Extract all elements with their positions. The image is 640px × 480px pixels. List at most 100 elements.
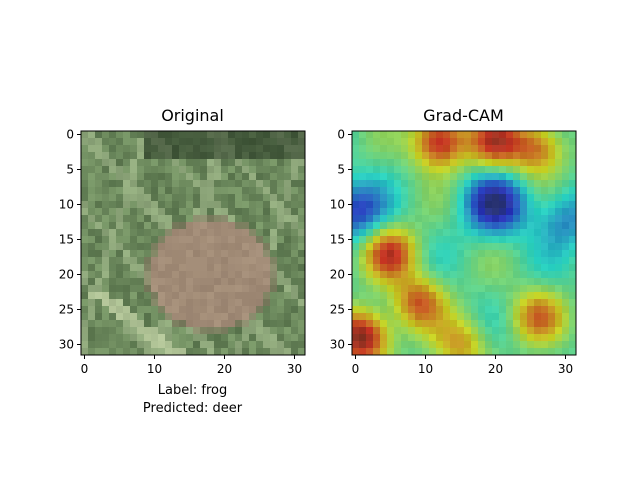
original-pixel [256, 257, 264, 265]
heatmap-cell [387, 180, 395, 188]
heatmap-cell [359, 145, 367, 153]
heatmap-cell [457, 306, 465, 314]
heatmap-cell [443, 131, 451, 139]
original-pixel [130, 264, 138, 272]
heatmap-cell [485, 243, 493, 251]
original-pixel [235, 320, 243, 328]
heatmap-cell [394, 131, 402, 139]
original-pixel [221, 299, 229, 307]
heatmap-cell [394, 271, 402, 279]
original-pixel [95, 173, 103, 181]
heatmap-cell [478, 194, 486, 202]
original-pixel [291, 180, 299, 188]
heatmap-cell [506, 250, 514, 258]
heatmap-cell [394, 320, 402, 328]
heatmap-cell [415, 152, 423, 160]
original-pixel [291, 166, 299, 174]
heatmap-cell [380, 243, 388, 251]
original-pixel [81, 348, 89, 356]
heatmap-cell [359, 152, 367, 160]
original-pixel [277, 306, 285, 314]
original-pixel [207, 327, 215, 335]
original-pixel [130, 250, 138, 258]
heatmap-cell [429, 341, 437, 349]
original-pixel [165, 271, 173, 279]
original-pixel [172, 257, 180, 265]
heatmap-cell [401, 159, 409, 167]
heatmap-cell [415, 341, 423, 349]
heatmap-cell [436, 341, 444, 349]
heatmap-cell [394, 159, 402, 167]
original-pixel [130, 341, 138, 349]
heatmap-cell [506, 166, 514, 174]
original-pixel [186, 313, 194, 321]
original-xtick-label: 10 [147, 362, 162, 376]
heatmap-cell [394, 250, 402, 258]
heatmap-cell [569, 271, 577, 279]
heatmap-cell [359, 341, 367, 349]
original-pixel [214, 152, 222, 160]
original-pixel [249, 187, 257, 195]
original-pixel [102, 222, 110, 230]
original-pixel [95, 229, 103, 237]
original-pixel [214, 166, 222, 174]
heatmap-cell [415, 138, 423, 146]
gradcam-ytick-label: 25 [330, 303, 345, 317]
heatmap-cell [569, 229, 577, 237]
original-pixel [88, 201, 96, 209]
original-pixel [256, 229, 264, 237]
heatmap-cell [415, 313, 423, 321]
heatmap-cell [366, 208, 374, 216]
heatmap-cell [415, 145, 423, 153]
original-pixel [263, 334, 271, 342]
heatmap-cell [366, 131, 374, 139]
heatmap-cell [548, 243, 556, 251]
original-pixel [200, 145, 208, 153]
heatmap-cell [569, 250, 577, 258]
original-pixel [186, 334, 194, 342]
heatmap-cell [548, 320, 556, 328]
heatmap-cell [429, 215, 437, 223]
heatmap-cell [394, 229, 402, 237]
original-pixel [214, 201, 222, 209]
original-pixel [228, 278, 236, 286]
heatmap-cell [394, 180, 402, 188]
heatmap-cell [394, 299, 402, 307]
heatmap-cell [485, 271, 493, 279]
heatmap-cell [506, 201, 514, 209]
heatmap-cell [492, 131, 500, 139]
original-pixel [130, 180, 138, 188]
heatmap-cell [450, 236, 458, 244]
heatmap-cell [457, 341, 465, 349]
heatmap-cell [541, 292, 549, 300]
heatmap-cell [436, 292, 444, 300]
heatmap-cell [436, 306, 444, 314]
original-pixel [137, 208, 145, 216]
heatmap-cell [506, 341, 514, 349]
original-pixel [116, 348, 124, 356]
original-pixel [158, 166, 166, 174]
heatmap-cell [443, 159, 451, 167]
heatmap-cell [394, 306, 402, 314]
heatmap-cell [548, 131, 556, 139]
heatmap-cell [548, 229, 556, 237]
heatmap-cell [436, 152, 444, 160]
original-pixel [81, 215, 89, 223]
heatmap-cell [366, 187, 374, 195]
original-pixel [200, 138, 208, 146]
original-pixel [193, 180, 201, 188]
heatmap-cell [352, 166, 360, 174]
original-pixel [130, 208, 138, 216]
heatmap-cell [408, 229, 416, 237]
heatmap-cell [352, 278, 360, 286]
heatmap-cell [513, 222, 521, 230]
original-pixel [179, 138, 187, 146]
heatmap-cell [499, 341, 507, 349]
original-pixel [137, 173, 145, 181]
original-pixel [151, 138, 159, 146]
heatmap-cell [562, 173, 570, 181]
original-pixel [151, 166, 159, 174]
original-pixel [214, 208, 222, 216]
heatmap-cell [499, 250, 507, 258]
heatmap-cell [380, 208, 388, 216]
